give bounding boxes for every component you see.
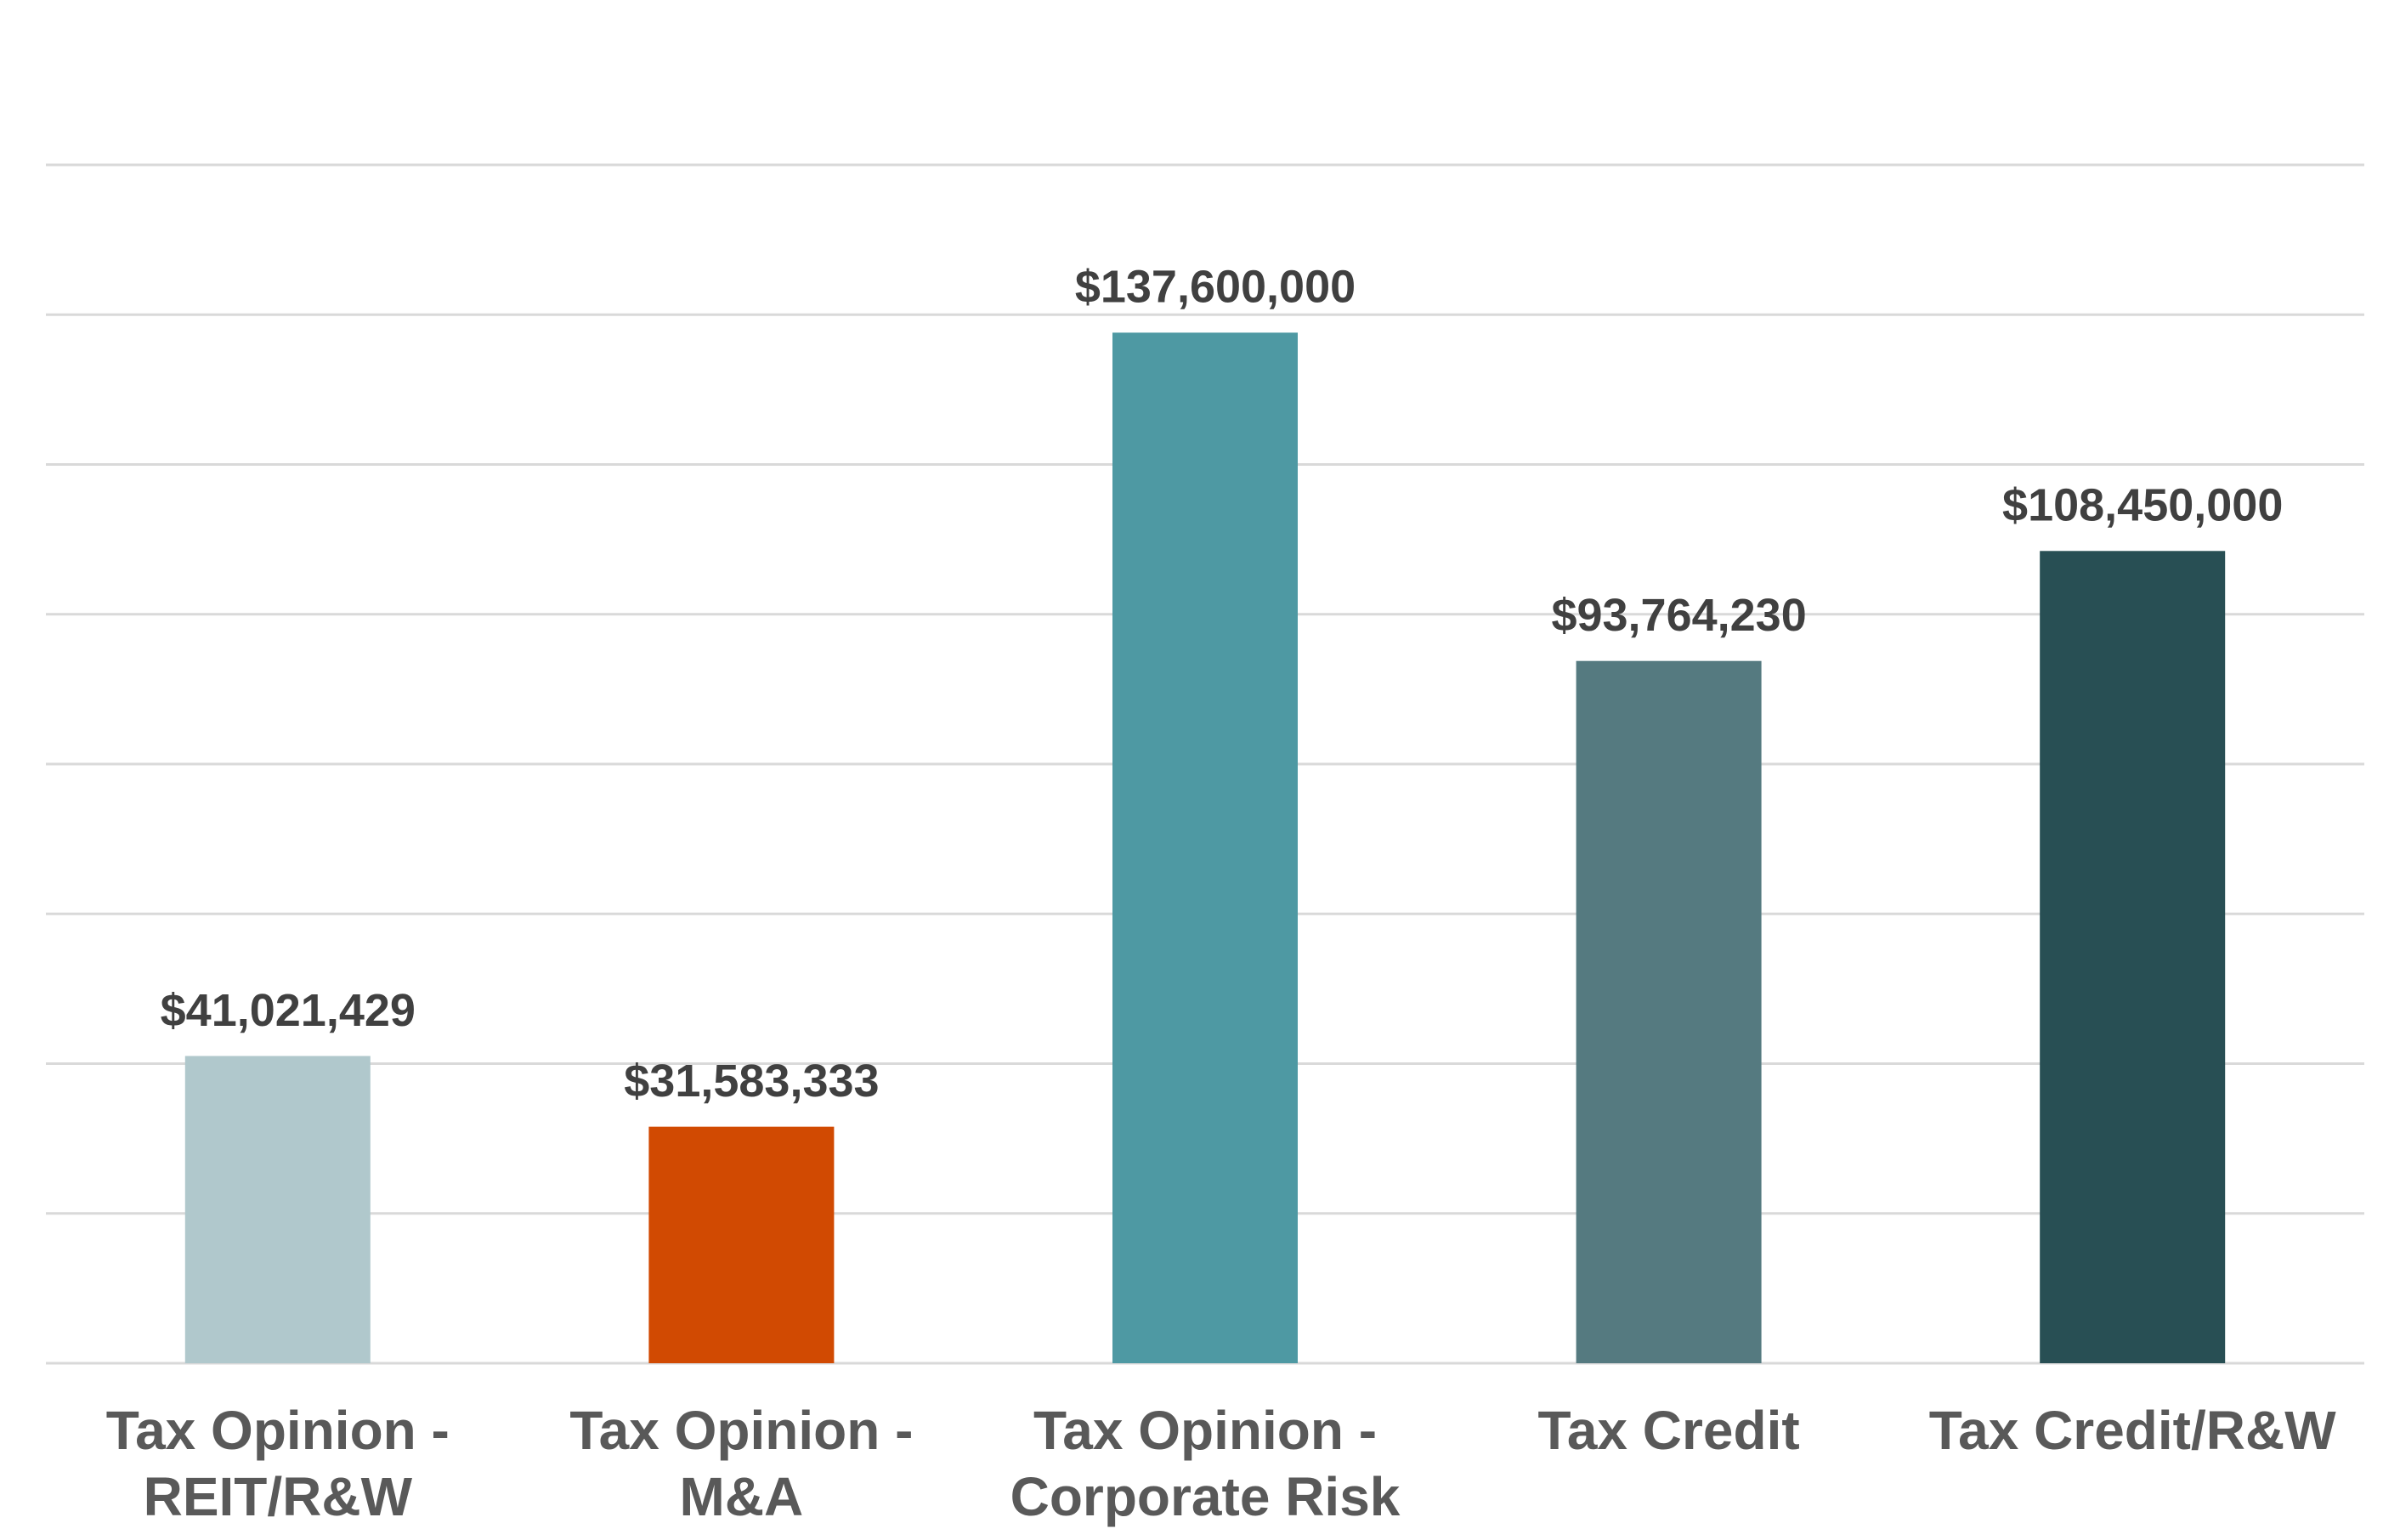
x-tick-label: M&A [680, 1466, 804, 1527]
bar [184, 1056, 371, 1363]
data-label: $108,450,000 [2002, 480, 2283, 531]
x-tick-label: REIT/R&W [144, 1466, 413, 1527]
bar [1576, 660, 1762, 1363]
x-tick-label: Tax Opinion - [106, 1400, 450, 1461]
bar [1112, 332, 1298, 1363]
x-tick-label: Corporate Risk [1010, 1466, 1401, 1527]
bar [648, 1126, 835, 1363]
data-label: $93,764,230 [1551, 590, 1806, 641]
x-tick-label: Tax Credit/R&W [1929, 1400, 2336, 1461]
x-tick-label: Tax Opinion - [1033, 1400, 1377, 1461]
x-tick-label: Tax Credit [1537, 1400, 1799, 1461]
data-label: $137,600,000 [1075, 262, 1356, 313]
x-tick-label: Tax Opinion - [569, 1400, 913, 1461]
data-label: $31,583,333 [624, 1056, 879, 1107]
bar [2040, 551, 2226, 1363]
data-label: $41,021,429 [161, 985, 416, 1036]
